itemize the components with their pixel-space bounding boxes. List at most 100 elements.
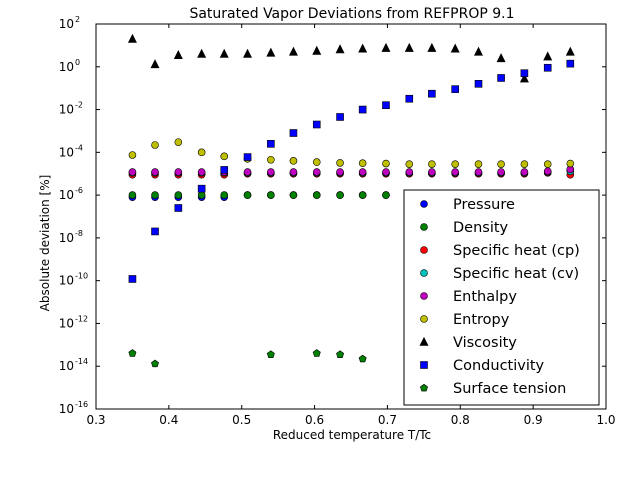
legend-marker [420, 361, 428, 369]
y-tick-label: 10 [59, 17, 74, 31]
data-point [428, 160, 436, 168]
x-tick-label: 0.6 [305, 413, 324, 427]
series [128, 165, 575, 176]
y-tick-exponent: -4 [75, 143, 83, 152]
series [128, 59, 575, 283]
legend-label: Pressure [453, 197, 515, 213]
data-point [151, 359, 159, 368]
data-point [496, 53, 506, 63]
data-point [565, 46, 575, 56]
legend-label: Enthalpy [453, 289, 517, 305]
data-point [197, 48, 207, 58]
data-point [174, 191, 183, 199]
legend-label: Entropy [453, 312, 510, 328]
legend-label: Density [453, 220, 509, 236]
x-tick-label: 0.5 [232, 413, 251, 427]
data-point [336, 113, 344, 121]
data-point [151, 191, 159, 199]
x-axis-label: Reduced temperature T/Tc [273, 428, 431, 442]
data-point [451, 85, 459, 93]
y-tick-exponent: 0 [75, 58, 80, 67]
y-tick-exponent: -10 [75, 272, 88, 281]
data-point [497, 74, 505, 82]
legend-marker [420, 269, 428, 277]
data-point [267, 140, 275, 148]
data-point [543, 63, 552, 72]
x-tick-label: 0.3 [86, 413, 105, 427]
data-point [497, 160, 505, 168]
data-point [405, 94, 414, 103]
data-point [312, 158, 321, 166]
series [128, 167, 575, 177]
data-point [497, 168, 505, 176]
data-point [267, 191, 275, 199]
x-tick-label: 0.8 [451, 413, 470, 427]
data-point [197, 191, 206, 199]
data-point [336, 191, 344, 199]
data-point [427, 42, 437, 52]
legend-marker [420, 292, 428, 300]
data-point [404, 42, 414, 52]
data-point [243, 153, 252, 161]
data-point [197, 184, 206, 193]
y-tick-exponent: -14 [75, 357, 88, 366]
y-tick-exponent: -8 [75, 229, 83, 238]
x-tick-label: 0.4 [159, 413, 178, 427]
series [128, 138, 575, 168]
data-point [266, 47, 276, 57]
data-point [197, 168, 206, 176]
data-point [150, 59, 160, 69]
data-point [428, 89, 436, 98]
data-point [336, 159, 344, 167]
data-point [474, 46, 483, 56]
data-point [151, 141, 159, 149]
legend-box [403, 189, 600, 406]
y-tick-exponent: -2 [75, 101, 83, 110]
data-point [197, 148, 206, 157]
data-point [566, 59, 575, 68]
data-point [382, 168, 390, 176]
data-point [128, 191, 137, 199]
data-point [358, 354, 367, 363]
y-tick-exponent: -16 [75, 400, 88, 409]
data-point [358, 191, 367, 199]
data-point [288, 46, 298, 56]
data-point [312, 168, 321, 176]
data-point [128, 168, 137, 176]
data-point [220, 152, 229, 161]
legend-marker [420, 383, 428, 392]
data-point [312, 349, 321, 357]
data-point [173, 49, 183, 59]
data-point [267, 168, 275, 176]
y-tick-label: 10 [59, 316, 74, 330]
data-point [128, 151, 137, 159]
data-point [566, 159, 575, 168]
series [127, 33, 575, 83]
x-tick-label: 1.0 [596, 413, 615, 427]
data-point [519, 73, 529, 83]
data-point [289, 191, 298, 199]
data-point [358, 105, 367, 114]
data-point [474, 80, 483, 88]
data-point [381, 42, 391, 52]
legend-marker [420, 315, 428, 323]
data-point [289, 168, 298, 176]
data-point [382, 191, 390, 199]
data-point [243, 48, 253, 58]
data-point [428, 168, 436, 176]
data-point [220, 166, 229, 174]
legend-label: Specific heat (cp) [453, 243, 580, 259]
legend-label: Specific heat (cv) [453, 266, 579, 282]
data-point [174, 204, 183, 212]
data-point [451, 160, 459, 168]
data-point [451, 168, 459, 176]
data-point [336, 168, 344, 176]
series [128, 349, 367, 368]
data-point [267, 155, 275, 164]
y-tick-label: 10 [59, 402, 74, 416]
y-tick-exponent: -12 [75, 314, 88, 323]
data-point [151, 168, 159, 176]
legend-marker [420, 200, 428, 208]
y-tick-label: 10 [59, 103, 74, 117]
data-point [243, 168, 252, 176]
